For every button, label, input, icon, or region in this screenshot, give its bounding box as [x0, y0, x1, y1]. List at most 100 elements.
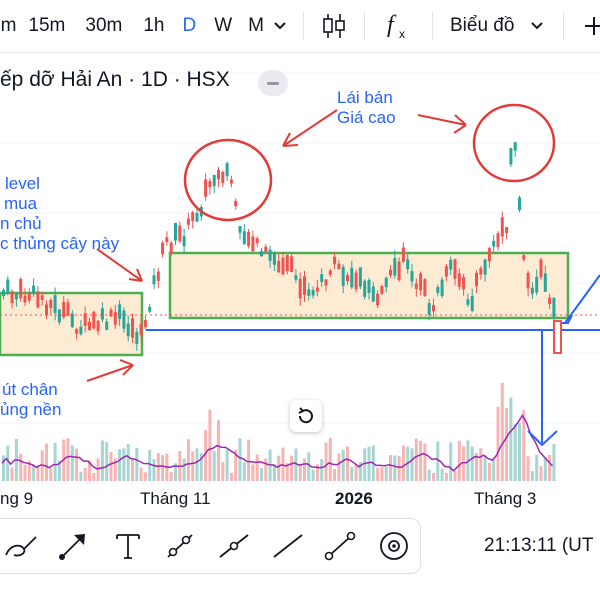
volume-bar [509, 397, 513, 481]
timeframe-30m[interactable]: 30m [85, 15, 123, 36]
annotation-text: ủng nền [0, 400, 62, 419]
volume-bar [23, 464, 27, 481]
annotation-text: Giá cao [337, 108, 396, 127]
line-icon[interactable] [268, 527, 308, 565]
candle-body [333, 256, 337, 265]
candle-body [135, 331, 139, 344]
eye-icon[interactable] [374, 527, 414, 565]
volume-bar [152, 459, 156, 481]
candle-body [264, 246, 268, 253]
candle-body [500, 217, 504, 237]
timeframe-5m[interactable]: 5m [0, 15, 17, 36]
timeframe-chevron-down-icon[interactable] [272, 18, 288, 34]
candles-icon[interactable] [321, 11, 347, 41]
timeframe-w[interactable]: W [214, 15, 233, 36]
annotation-text: level [5, 174, 40, 193]
volume-bar [36, 465, 40, 481]
volume-bar [457, 440, 461, 481]
candle-body [277, 260, 281, 273]
volume-bar [363, 448, 367, 481]
volume-bar [389, 455, 392, 481]
volume-bar [105, 442, 109, 481]
volume-bar [479, 448, 483, 481]
volume-bar [444, 472, 448, 481]
brush-icon[interactable] [2, 527, 42, 565]
candle-body [208, 180, 212, 188]
candle-body [543, 273, 547, 292]
timeframe-15m[interactable]: 15m [28, 15, 66, 36]
volume-bar [195, 448, 199, 481]
volume-bar [475, 453, 478, 481]
legend-collapse-button[interactable] [258, 70, 288, 96]
candle-body [23, 295, 27, 303]
candle-body [487, 248, 491, 262]
candle-body [449, 259, 453, 270]
volume-bar [358, 461, 362, 481]
volume-bar [242, 462, 246, 481]
annotation-arrow-3 [96, 248, 143, 282]
candle-body [100, 308, 104, 320]
volume-bar [384, 466, 388, 481]
volume-bar [10, 467, 14, 481]
chart-type-chevron-down-icon[interactable] [529, 18, 545, 34]
volume-bar [294, 448, 298, 481]
candle-body [337, 263, 341, 270]
candle-body [212, 175, 216, 187]
toolbar-separator [364, 12, 365, 40]
volume-bar [350, 466, 354, 481]
candle-body [75, 329, 79, 334]
annotation-text: c thủng cây này [0, 234, 120, 253]
timeframe-1h[interactable]: 1h [143, 15, 165, 36]
reset-chart-button[interactable] [290, 400, 322, 432]
x-tick-label: ng 9 [0, 489, 34, 508]
candle-body [234, 200, 238, 207]
volume-bar [272, 464, 276, 481]
volume-bar [92, 472, 96, 481]
peak-circle-right [472, 103, 556, 183]
candle-body [419, 273, 423, 291]
candle-body [152, 275, 156, 285]
candle-body [221, 171, 225, 184]
candle-body [346, 275, 349, 282]
candle-body [247, 231, 251, 246]
volume-bar [397, 456, 401, 481]
candle-body [466, 299, 470, 305]
candle-body [19, 278, 23, 299]
volume-bar [432, 472, 435, 481]
volume-bar [526, 456, 530, 481]
add-icon[interactable] [582, 14, 600, 38]
text-icon[interactable] [108, 527, 148, 565]
candle-body [191, 212, 195, 222]
fx-icon[interactable]: f x [384, 10, 414, 42]
chart-type-button[interactable]: Biểu đồ [450, 15, 515, 36]
candle-body [522, 255, 526, 260]
candle-body [307, 289, 311, 296]
candle-body [552, 297, 556, 317]
volume-bar [522, 410, 526, 481]
volume-bar [380, 467, 384, 481]
volume-bar [247, 439, 251, 481]
candle-body [311, 290, 315, 296]
candle-body [414, 283, 418, 289]
arrow-icon[interactable] [54, 527, 94, 565]
x-tick-label: Tháng 3 [474, 489, 537, 508]
candle-body [10, 291, 14, 304]
volume-bar [6, 445, 10, 481]
candle-body [535, 276, 539, 293]
candle-body [36, 291, 40, 308]
timeframe-d[interactable]: D [182, 15, 197, 36]
volume-bar [290, 455, 294, 481]
candle-body [320, 274, 324, 282]
candle-body [174, 222, 177, 241]
candle-body [363, 280, 367, 297]
timeframe-m[interactable]: M [248, 15, 264, 36]
trend-line-icon[interactable] [160, 527, 200, 565]
candle-body [118, 304, 122, 319]
ray-icon[interactable] [214, 527, 254, 565]
volume-bar [217, 419, 220, 481]
price-chart[interactable] [0, 53, 600, 483]
volume-bar [225, 449, 229, 481]
extended-line-icon[interactable] [320, 527, 360, 565]
candle-body [367, 280, 371, 294]
volume-bar [100, 440, 104, 481]
